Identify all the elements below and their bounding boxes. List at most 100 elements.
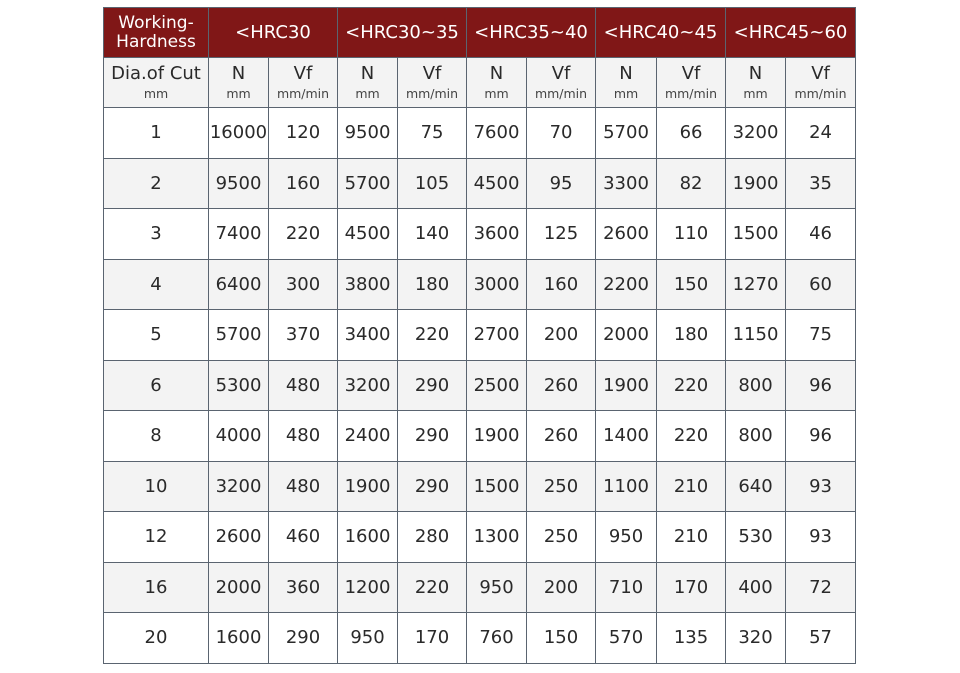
diameter-cell: 4 — [103, 258, 209, 310]
feed-rate-cell: 290 — [397, 359, 468, 411]
spindle-speed-cell: 1400 — [595, 410, 658, 462]
first-label: Dia.of Cut — [111, 62, 201, 84]
diameter-cell: 3 — [103, 208, 209, 260]
table-row: 5 5700 370 3400 220 2700 200 2000 180 1150 75 — [103, 309, 857, 361]
vf-label: Vf — [551, 62, 571, 84]
n-label: N — [489, 62, 504, 84]
feed-rate-cell: 170 — [397, 612, 468, 664]
vf-column-header: Vf mm/min — [785, 57, 857, 108]
spindle-speed-cell: 1150 — [725, 309, 787, 361]
feed-rate-cell: 250 — [526, 460, 597, 512]
spindle-speed-cell: 2600 — [208, 511, 269, 563]
spindle-speed-cell: 2700 — [466, 309, 528, 361]
feed-rate-cell: 370 — [267, 309, 339, 361]
feed-rate-cell: 210 — [656, 511, 727, 563]
diameter-cell: 16 — [103, 561, 209, 613]
feed-rate-cell: 125 — [526, 208, 597, 260]
table-row: 16 2000 360 1200 220 950 200 710 170 400 72 — [103, 561, 857, 613]
feed-rate-cell: 160 — [267, 157, 339, 209]
spindle-speed-cell: 400 — [725, 561, 787, 613]
vf-unit: mm/min — [276, 85, 330, 101]
spindle-speed-cell: 530 — [725, 511, 787, 563]
spindle-speed-cell: 4000 — [208, 410, 269, 462]
feed-rate-cell: 360 — [267, 561, 339, 613]
hardness-group-header: <HRC40~45 — [595, 7, 727, 58]
spindle-speed-cell: 2600 — [595, 208, 658, 260]
n-unit: mm — [226, 85, 251, 101]
diameter-cell: 2 — [103, 157, 209, 209]
feed-rate-cell: 75 — [785, 309, 857, 361]
feed-rate-cell: 290 — [267, 612, 339, 664]
feed-rate-cell: 35 — [785, 157, 857, 209]
spindle-speed-cell: 800 — [725, 359, 787, 411]
vf-column-header: Vf mm/min — [656, 57, 727, 108]
feed-rate-cell: 170 — [656, 561, 727, 613]
spindle-speed-cell: 3200 — [208, 460, 269, 512]
feed-rate-cell: 260 — [526, 410, 597, 462]
spindle-speed-cell: 5700 — [208, 309, 269, 361]
spindle-speed-cell: 320 — [725, 612, 787, 664]
spindle-speed-cell: 1600 — [337, 511, 399, 563]
spindle-speed-cell: 9500 — [337, 107, 399, 159]
feed-rate-cell: 180 — [656, 309, 727, 361]
feed-rate-cell: 480 — [267, 410, 339, 462]
feed-rate-cell: 93 — [785, 511, 857, 563]
feed-rate-cell: 150 — [656, 258, 727, 310]
feed-rate-cell: 220 — [267, 208, 339, 260]
diameter-cell: 8 — [103, 410, 209, 462]
n-label: N — [231, 62, 246, 84]
vf-unit: mm/min — [405, 85, 459, 101]
n-unit: mm — [743, 85, 768, 101]
n-unit: mm — [484, 85, 509, 101]
spindle-speed-cell: 640 — [725, 460, 787, 512]
feed-rate-cell: 96 — [785, 359, 857, 411]
spindle-speed-cell: 2000 — [208, 561, 269, 613]
n-label: N — [619, 62, 633, 84]
feed-rate-cell: 290 — [397, 410, 468, 462]
feed-rate-cell: 140 — [397, 208, 468, 260]
hardness-group-header: <HRC30 — [207, 7, 339, 58]
table-row: 1 16000 120 9500 75 7600 70 5700 66 3200 24 — [103, 107, 857, 159]
spindle-speed-cell: 1900 — [337, 460, 399, 512]
vf-column-header: Vf mm/min — [526, 57, 597, 108]
table-body: 1 16000 120 9500 75 7600 70 5700 66 3200 24 2 9500 16… — [103, 107, 857, 664]
feed-rate-cell: 57 — [785, 612, 857, 664]
n-unit: mm — [355, 85, 380, 101]
feed-rate-cell: 82 — [656, 157, 727, 209]
spindle-speed-cell: 16000 — [208, 107, 269, 159]
table-row: 3 7400 220 4500 140 3600 125 2600 110 1500 46 — [103, 208, 857, 260]
vf-label: Vf — [681, 62, 701, 84]
spindle-speed-cell: 1270 — [725, 258, 787, 310]
n-label: N — [360, 62, 375, 84]
spindle-speed-cell: 570 — [595, 612, 658, 664]
cutting-parameters-table: Working- Hardness <HRC30 <HRC30~35 <HRC35~4… — [103, 7, 857, 664]
feed-rate-cell: 105 — [397, 157, 468, 209]
spindle-speed-cell: 5300 — [208, 359, 269, 411]
diameter-cell: 10 — [103, 460, 209, 512]
spindle-speed-cell: 1900 — [595, 359, 658, 411]
spindle-speed-cell: 950 — [466, 561, 528, 613]
feed-rate-cell: 60 — [785, 258, 857, 310]
spindle-speed-cell: 1300 — [466, 511, 528, 563]
feed-rate-cell: 210 — [656, 460, 727, 512]
vf-column-header: Vf mm/min — [267, 57, 339, 108]
feed-rate-cell: 93 — [785, 460, 857, 512]
spindle-speed-cell: 5700 — [595, 107, 658, 159]
spindle-speed-cell: 2400 — [337, 410, 399, 462]
table-row: 4 6400 300 3800 180 3000 160 2200 150 1270 60 — [103, 258, 857, 310]
feed-rate-cell: 480 — [267, 359, 339, 411]
vf-unit: mm/min — [794, 85, 847, 101]
vf-column-header: Vf mm/min — [397, 57, 468, 108]
spindle-speed-cell: 4500 — [337, 208, 399, 260]
feed-rate-cell: 200 — [526, 561, 597, 613]
spindle-speed-cell: 2500 — [466, 359, 528, 411]
spindle-speed-cell: 3300 — [595, 157, 658, 209]
spindle-speed-cell: 3000 — [466, 258, 528, 310]
table-row: 6 5300 480 3200 290 2500 260 1900 220 800 96 — [103, 359, 857, 411]
working-hardness-label: Working- Hardness — [116, 12, 196, 52]
feed-rate-cell: 135 — [656, 612, 727, 664]
